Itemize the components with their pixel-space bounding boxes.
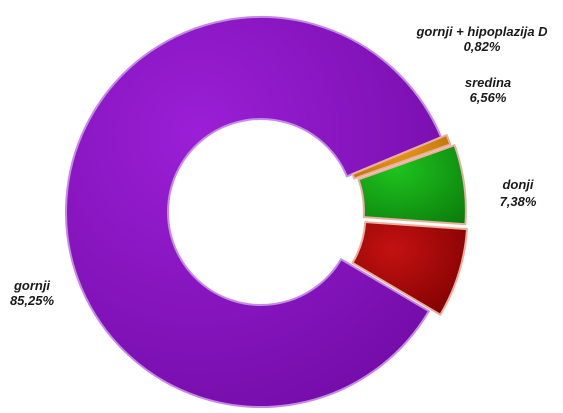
slice-gornji <box>65 16 443 408</box>
slice-label-gornji: gornji 85,25% <box>10 278 55 308</box>
slice-value-gornji-hipoplazija: 0,82% <box>464 39 501 54</box>
slice-donji <box>351 221 468 316</box>
slice-name-gornji: gornji <box>13 278 50 293</box>
slice-value-sredina: 6,56% <box>470 90 507 105</box>
slice-value-donji: 7,38% <box>500 194 537 209</box>
slice-label-sredina: sredina 6,56% <box>465 75 511 105</box>
slice-label-gornji-hipoplazija: gornji + hipoplazija D 0,82% <box>415 24 548 54</box>
chart-slices <box>65 16 468 408</box>
slice-name-gornji-hipoplazija: gornji + hipoplazija D <box>415 24 548 39</box>
slice-label-donji: donji 7,38% <box>500 177 537 209</box>
slice-name-donji: donji <box>502 177 533 192</box>
slice-value-gornji: 85,25% <box>10 293 55 308</box>
slice-gornji-hipoplazija-d <box>351 134 452 180</box>
slice-name-sredina: sredina <box>465 75 511 90</box>
slice-sredina <box>357 144 467 226</box>
